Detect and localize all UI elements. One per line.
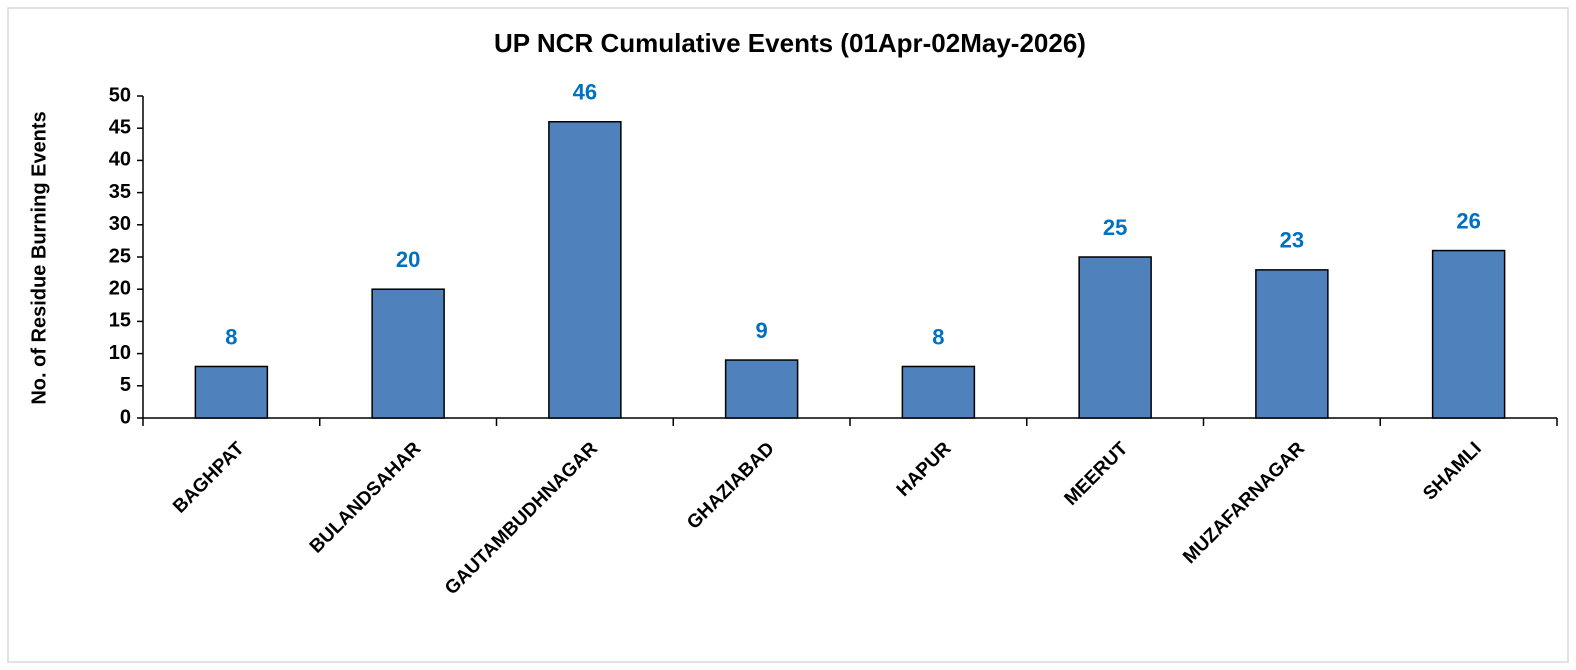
data-label: 23 [1280, 228, 1304, 253]
bar [901, 365, 976, 419]
y-tick-label: 25 [109, 245, 131, 267]
data-label: 20 [396, 247, 420, 272]
bar [1431, 249, 1506, 419]
y-tick-label: 0 [120, 406, 131, 428]
bar [1255, 269, 1329, 419]
data-label: 46 [573, 80, 597, 105]
y-tick-label: 50 [109, 84, 131, 106]
y-tick-label: 5 [120, 374, 131, 396]
y-tick-label: 45 [109, 116, 131, 138]
chart-border [7, 7, 1569, 663]
data-label: 9 [756, 318, 768, 343]
bar [371, 288, 445, 419]
y-tick-label: 35 [109, 181, 131, 203]
y-tick-label: 10 [109, 342, 131, 364]
y-tick-label: 40 [109, 149, 131, 171]
y-tick-label: 15 [109, 310, 131, 332]
y-axis-label: No. of Residue Burning Events [28, 111, 50, 404]
y-tick-label: 20 [109, 277, 131, 299]
data-label: 26 [1456, 208, 1480, 233]
bar [1078, 256, 1152, 419]
data-label: 25 [1103, 215, 1127, 240]
chart-title: UP NCR Cumulative Events (01Apr-02May-20… [494, 28, 1086, 58]
bar [724, 359, 799, 419]
y-tick-label: 30 [109, 213, 131, 235]
bar [194, 365, 269, 419]
bar [548, 121, 622, 419]
data-label: 8 [932, 324, 944, 349]
data-label: 8 [225, 324, 237, 349]
